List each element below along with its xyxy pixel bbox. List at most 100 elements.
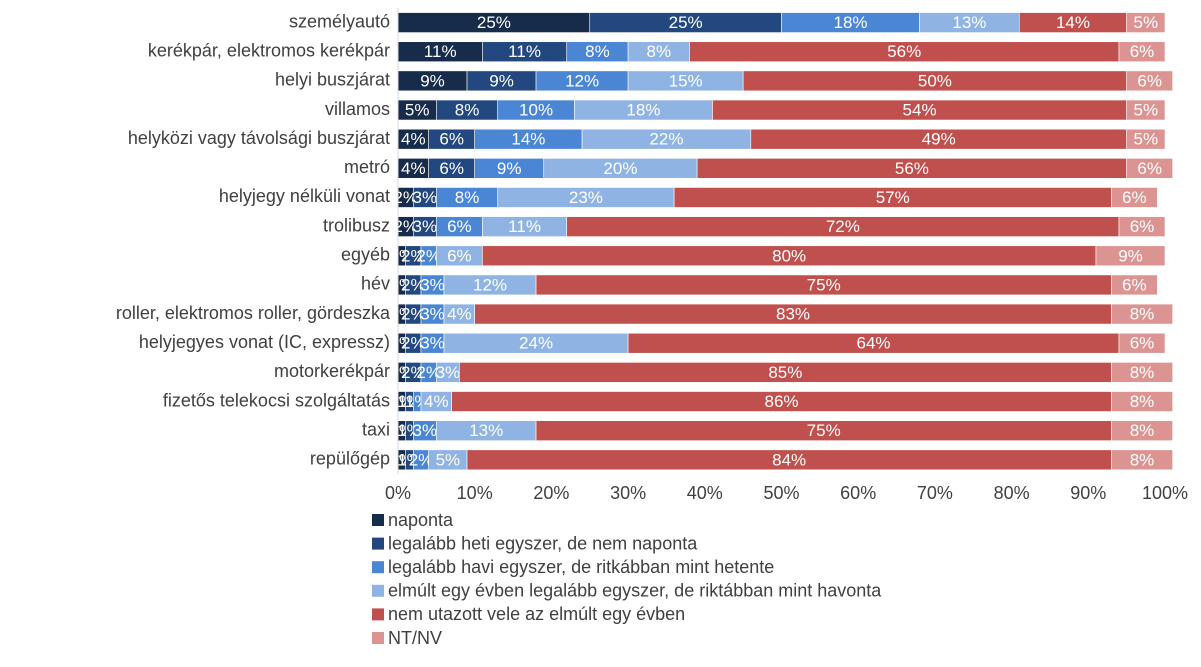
data-label: 18% [626, 101, 660, 120]
data-label: 18% [834, 13, 868, 32]
data-label: 2% [401, 246, 426, 265]
x-tick-label: 60% [840, 483, 876, 503]
data-label: 25% [477, 13, 511, 32]
data-label: 12% [473, 275, 507, 294]
data-label: 11% [424, 42, 457, 61]
legend-label: NT/NV [388, 628, 442, 648]
legend-swatch [372, 561, 384, 574]
y-tick-label: helyközi vagy távolsági buszjárat [128, 128, 390, 148]
bar-segment [1111, 449, 1173, 471]
data-label: 5% [405, 101, 430, 120]
data-label: 8% [1130, 305, 1155, 324]
data-label: 2% [401, 305, 426, 324]
x-tick-label: 100% [1142, 483, 1188, 503]
x-tick-label: 40% [687, 483, 723, 503]
data-label: 2% [416, 363, 441, 382]
bar-segment [1118, 216, 1166, 237]
data-label: 23% [569, 188, 603, 207]
data-label: 20% [603, 159, 637, 178]
data-label: 72% [826, 217, 860, 236]
data-label: 75% [807, 421, 841, 440]
bar-segment [1126, 70, 1173, 92]
legend-swatch [372, 608, 384, 621]
y-tick-label: helyi buszjárat [275, 70, 390, 90]
data-label: 83% [776, 305, 810, 324]
bar-segment [1111, 362, 1173, 383]
y-tick-label: hév [361, 274, 390, 294]
data-label: 4% [401, 130, 426, 149]
data-label: 8% [1130, 363, 1155, 382]
legend-label: naponta [388, 510, 454, 530]
data-label: 13% [469, 421, 503, 440]
bar-segment [1095, 245, 1166, 267]
data-label: 15% [669, 71, 703, 90]
bar-segment [1111, 391, 1173, 412]
data-label: 5% [1134, 13, 1159, 32]
data-label: 9% [497, 159, 522, 178]
data-label: 14% [1056, 13, 1090, 32]
data-label: 2% [393, 217, 418, 236]
data-label: 14% [511, 130, 545, 149]
data-label: 56% [895, 159, 929, 178]
y-tick-label: trolibusz [323, 215, 390, 235]
data-label: 5% [1134, 130, 1159, 149]
y-tick-label: fizetős telekocsi szolgáltatás [163, 390, 390, 410]
data-label: 64% [857, 334, 891, 353]
data-label: 3% [420, 275, 445, 294]
data-label: 12% [565, 71, 599, 90]
y-tick-label: repülőgép [310, 449, 390, 469]
data-label: 3% [413, 421, 438, 440]
data-label: 13% [952, 13, 986, 32]
data-label: 6% [1130, 334, 1155, 353]
data-label: 56% [887, 42, 921, 61]
data-label: 8% [1130, 450, 1155, 469]
x-tick-label: 80% [994, 483, 1030, 503]
data-label: 11% [508, 217, 541, 236]
data-label: 8% [1130, 421, 1155, 440]
bar-segment [1126, 99, 1166, 121]
legend-label: legalább heti egyszer, de nem naponta [388, 533, 698, 553]
legend-swatch [372, 537, 384, 550]
data-label: 22% [649, 130, 683, 149]
data-label: 9% [489, 71, 514, 90]
bar-segment [1118, 41, 1166, 63]
x-tick-label: 50% [763, 483, 799, 503]
data-label: 80% [772, 246, 806, 265]
data-label: 4% [447, 305, 472, 324]
bar-segment [1111, 420, 1173, 441]
x-tick-label: 20% [533, 483, 569, 503]
data-label: 8% [585, 42, 610, 61]
bar-segment [1118, 332, 1166, 354]
y-tick-label: metró [344, 157, 390, 177]
x-tick-label: 10% [457, 483, 493, 503]
data-label: 25% [669, 13, 703, 32]
y-tick-label: helyjegyes vonat (IC, expressz) [139, 332, 390, 352]
data-label: 2% [401, 334, 426, 353]
data-label: 4% [401, 159, 426, 178]
data-label: 24% [519, 334, 553, 353]
x-tick-label: 70% [917, 483, 953, 503]
legend-swatch [372, 514, 384, 526]
data-label: 6% [439, 159, 464, 178]
data-label: 49% [922, 130, 956, 149]
y-tick-label: villamos [325, 99, 390, 119]
data-label: 6% [447, 246, 472, 265]
data-label: 10% [519, 101, 553, 120]
x-tick-label: 90% [1070, 483, 1106, 503]
data-label: 6% [1130, 217, 1155, 236]
bar-segment [1111, 274, 1158, 296]
legend-swatch [372, 584, 384, 597]
data-label: 8% [455, 188, 480, 207]
y-tick-label: taxi [362, 419, 390, 439]
legend-label: elmúlt egy évben legalább egyszer, de ri… [388, 581, 882, 601]
x-tick-label: 0% [385, 483, 411, 503]
data-label: 9% [1118, 246, 1143, 265]
bar-segment [1126, 128, 1166, 150]
data-label: 84% [772, 450, 806, 469]
data-label: 2% [416, 246, 441, 265]
data-label: 3% [420, 305, 445, 324]
data-label: 2% [401, 275, 426, 294]
data-label: 6% [1137, 71, 1162, 90]
y-tick-label: személyautó [289, 11, 390, 31]
